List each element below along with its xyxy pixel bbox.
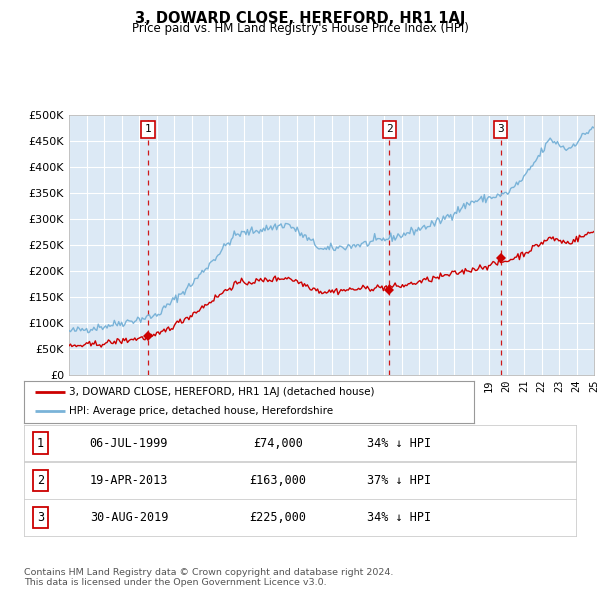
Text: £163,000: £163,000 — [250, 474, 307, 487]
Text: 3, DOWARD CLOSE, HEREFORD, HR1 1AJ: 3, DOWARD CLOSE, HEREFORD, HR1 1AJ — [135, 11, 465, 25]
Text: 1: 1 — [37, 437, 44, 450]
Text: HPI: Average price, detached house, Herefordshire: HPI: Average price, detached house, Here… — [69, 406, 333, 416]
Text: 3, DOWARD CLOSE, HEREFORD, HR1 1AJ (detached house): 3, DOWARD CLOSE, HEREFORD, HR1 1AJ (deta… — [69, 388, 374, 398]
Text: 30-AUG-2019: 30-AUG-2019 — [89, 511, 168, 524]
Text: Contains HM Land Registry data © Crown copyright and database right 2024.
This d: Contains HM Land Registry data © Crown c… — [24, 568, 394, 587]
Text: 37% ↓ HPI: 37% ↓ HPI — [367, 474, 431, 487]
Text: 2: 2 — [37, 474, 44, 487]
Text: 2: 2 — [386, 124, 392, 135]
Text: Price paid vs. HM Land Registry's House Price Index (HPI): Price paid vs. HM Land Registry's House … — [131, 22, 469, 35]
Text: £225,000: £225,000 — [250, 511, 307, 524]
Text: 1: 1 — [145, 124, 151, 135]
Text: 34% ↓ HPI: 34% ↓ HPI — [367, 511, 431, 524]
Text: 3: 3 — [497, 124, 504, 135]
Text: 34% ↓ HPI: 34% ↓ HPI — [367, 437, 431, 450]
Text: 06-JUL-1999: 06-JUL-1999 — [89, 437, 168, 450]
Text: 3: 3 — [37, 511, 44, 524]
Text: 19-APR-2013: 19-APR-2013 — [89, 474, 168, 487]
Text: £74,000: £74,000 — [253, 437, 303, 450]
